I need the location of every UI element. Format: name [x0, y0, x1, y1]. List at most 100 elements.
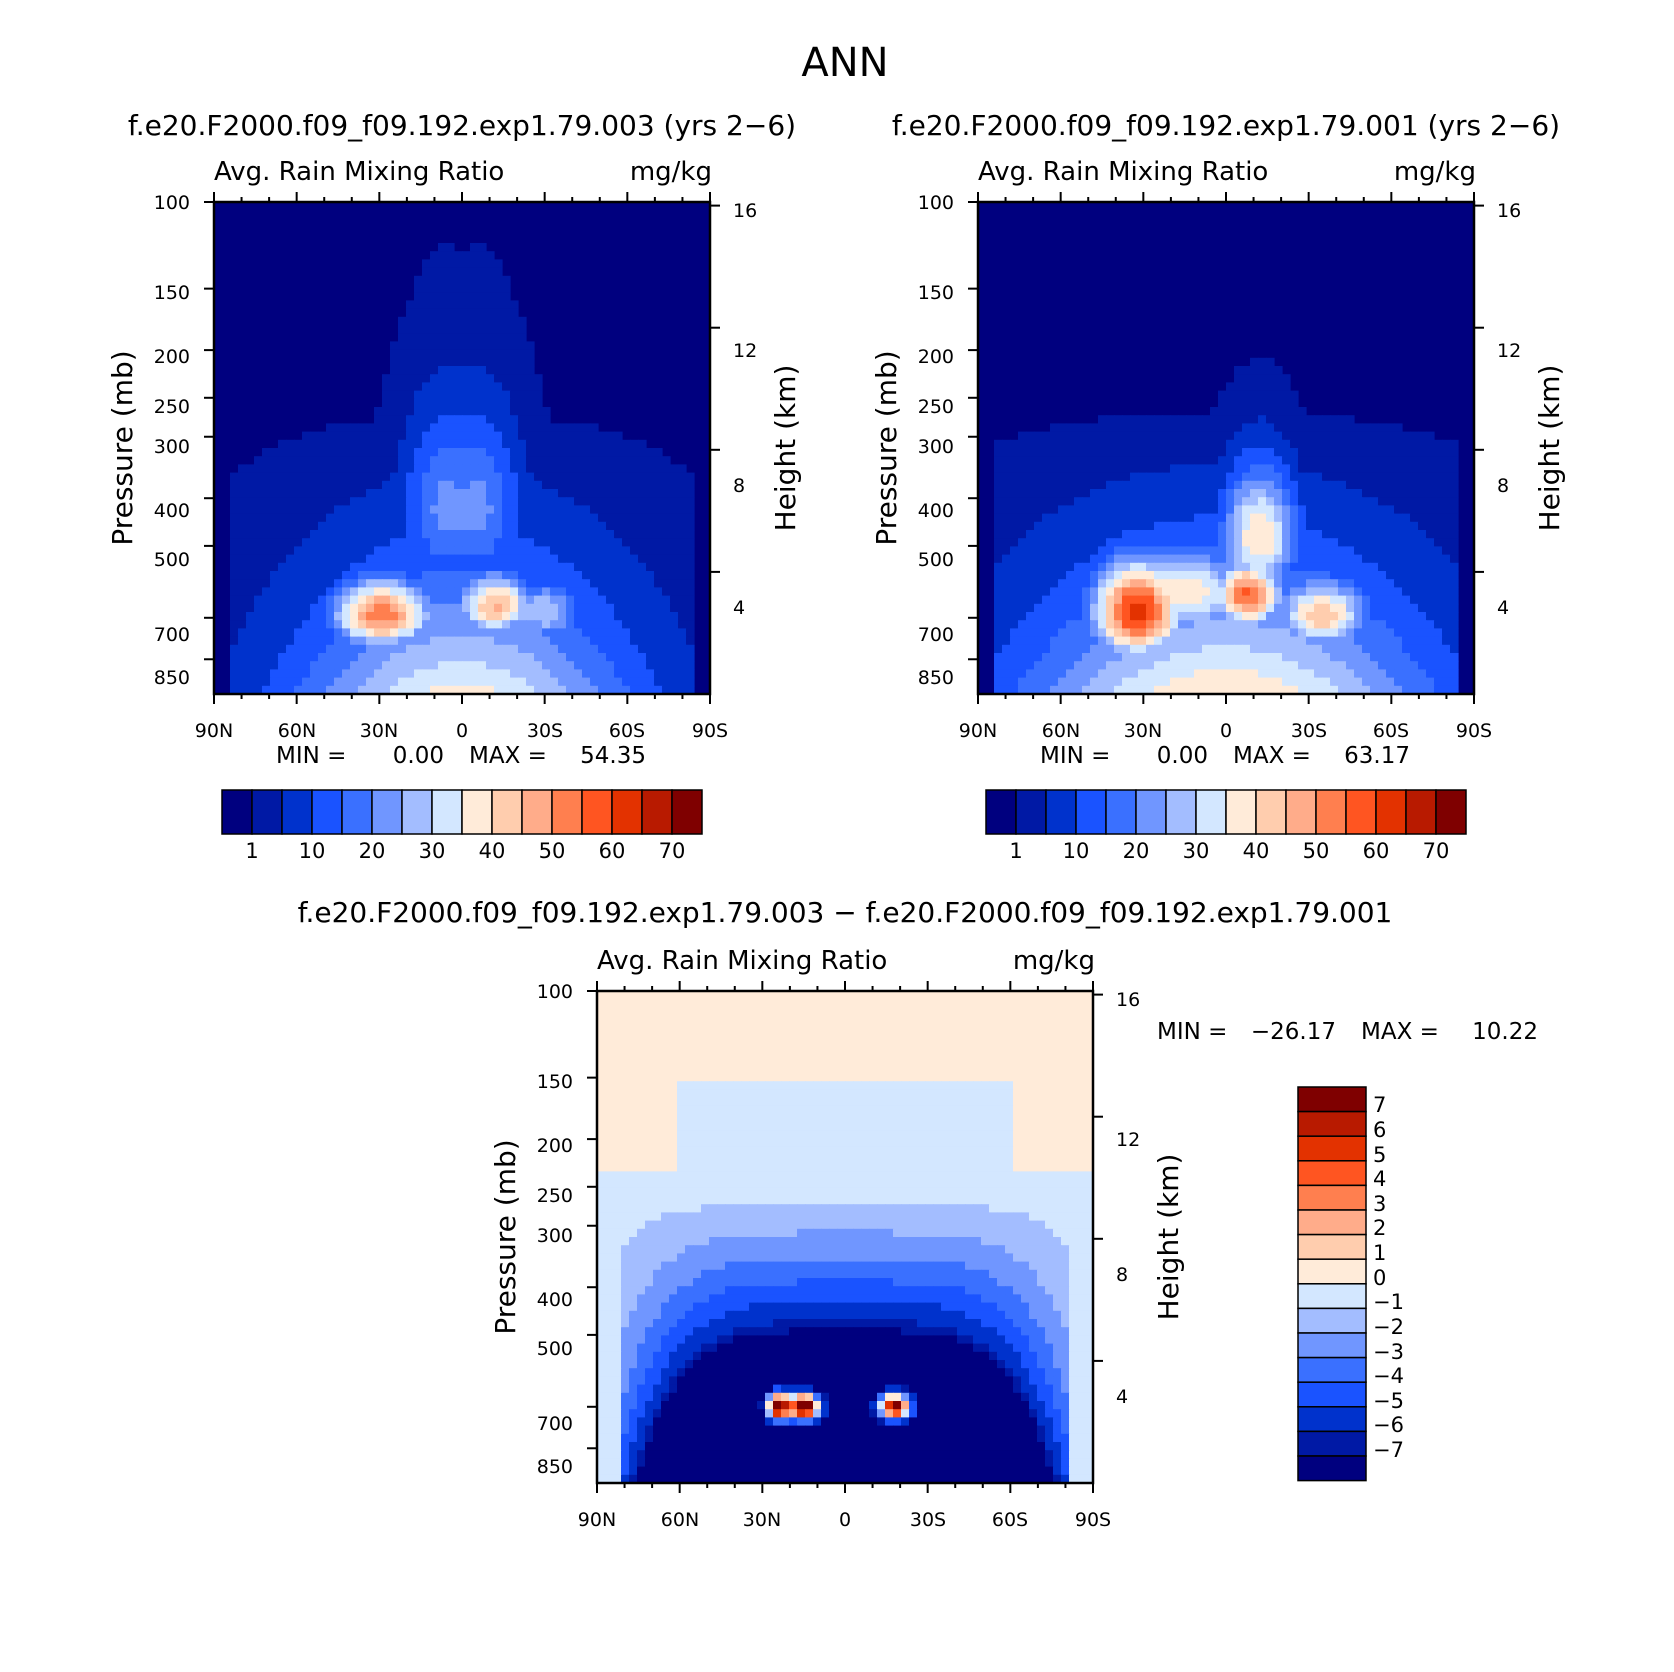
panel-2-contour-cell: [1218, 398, 1227, 408]
panel-1-contour-cell: [662, 497, 671, 506]
panel-1-contour-cell: [686, 587, 695, 597]
panel-2-contour-cell: [1210, 489, 1219, 498]
panel-2-contour-cell: [1418, 603, 1427, 613]
panel-2-contour-cell: [1130, 415, 1139, 424]
panel-2-contour-cell: [1202, 448, 1211, 457]
panel-2-contour-cell: [1066, 661, 1075, 670]
panel-1-contour-cell: [534, 382, 543, 392]
panel-1-contour-cell: [286, 562, 295, 572]
panel-2-contour-cell: [1234, 472, 1243, 482]
panel-2-contour-cell: [1442, 595, 1451, 605]
panel-2-contour-cell: [1226, 439, 1235, 449]
panel-2-contour-cell: [1346, 562, 1355, 572]
panel-2-contour-cell: [994, 456, 1003, 465]
panel-1-contour-cell: [526, 390, 535, 400]
panel-1-contour-cell: [302, 505, 311, 515]
panel-1-contour-cell: [406, 431, 415, 441]
panel-2-contour-cell: [1242, 628, 1251, 638]
panel-2-contour-cell: [1298, 521, 1307, 531]
panel-1-contour-cell: [622, 620, 631, 629]
panel-1-contour-cell: [534, 489, 543, 498]
difference-contour-cell: [869, 1056, 878, 1066]
panel-1-contour-cell: [342, 456, 351, 465]
panel-2-contour-cell: [1018, 497, 1027, 506]
panel-2-contour-cell: [1330, 423, 1339, 433]
difference-contour-cell: [941, 999, 950, 1008]
panel-2-contour-cell: [1002, 538, 1011, 547]
panel-1-contour-cell: [638, 595, 647, 605]
panel-2-contour-cell: [1410, 530, 1419, 539]
panel-1-contour-cell: [350, 505, 359, 515]
panel-2-contour-cell: [1394, 620, 1403, 629]
panel-1-contour-cell: [542, 505, 551, 515]
panel-2-contour-cell: [1218, 587, 1227, 597]
difference-contour-cell: [717, 1040, 726, 1049]
panel-2-contour-cell: [1322, 612, 1331, 621]
panel-2-contour-cell: [1338, 595, 1347, 605]
panel-1-contour-cell: [558, 644, 567, 654]
panel-2-contour-cell: [1018, 431, 1027, 441]
panel-1-contour-cell: [462, 267, 471, 277]
panel-1-contour-cell: [382, 677, 391, 687]
panel-2-contour-cell: [1114, 562, 1123, 572]
panel-1-contour-cell: [614, 546, 623, 556]
panel-2-contour-cell: [1402, 587, 1411, 597]
panel-2-contour-cell: [1042, 480, 1051, 490]
panel-2-colorbar-swatch: [1315, 789, 1347, 835]
panel-2-contour-cell: [1274, 464, 1283, 474]
difference-contour-cell: [901, 1015, 910, 1025]
panel-1-contour-cell: [318, 489, 327, 498]
panel-1-contour-cell: [630, 480, 639, 490]
panel-1-contour-cell: [502, 489, 511, 498]
panel-2-contour-cell: [1002, 448, 1011, 457]
panel-1-contour-cell: [502, 349, 511, 359]
panel-1-contour-cell: [422, 489, 431, 498]
panel-1-contour-cell: [654, 595, 663, 605]
panel-2-contour-cell: [1426, 538, 1435, 547]
panel-1-contour-cell: [614, 456, 623, 465]
panel-1-contour-cell: [494, 587, 503, 597]
panel-1-contour-cell: [470, 677, 479, 687]
panel-1-contour-cell: [390, 349, 399, 359]
panel-1-contour-cell: [390, 480, 399, 490]
panel-1-ytick-700: 700: [154, 624, 190, 646]
panel-1-contour-cell: [502, 669, 511, 679]
panel-1-contour-cell: [590, 497, 599, 506]
panel-1-contour-cell: [494, 571, 503, 580]
panel-2-contour-cell: [1450, 612, 1459, 621]
panel-1-contour-cell: [414, 325, 423, 334]
panel-2-contour-cell: [1290, 677, 1299, 687]
difference-contour-cell: [845, 991, 854, 1000]
panel-1-contour-cell: [654, 530, 663, 539]
panel-2-contour-cell: [1226, 628, 1235, 638]
panel-1-contour-cell: [334, 513, 343, 523]
panel-1-contour-cell: [678, 472, 687, 482]
panel-1-contour-cell: [230, 628, 239, 638]
panel-2-contour-cell: [1378, 620, 1387, 629]
panel-2-contour-cell: [1266, 603, 1275, 613]
difference-contour-cell: [661, 1007, 670, 1017]
panel-1-contour-cell: [382, 374, 391, 383]
difference-contour-cell: [813, 1056, 822, 1066]
difference-contour-cell: [749, 999, 758, 1008]
difference-contour-cell: [669, 1007, 678, 1017]
panel-2-contour-cell: [1122, 677, 1131, 687]
panel-2-contour-cell: [1274, 480, 1283, 490]
panel-1-contour-cell: [454, 571, 463, 580]
panel-2-contour-cell: [1258, 603, 1267, 613]
panel-1-contour-cell: [494, 259, 503, 269]
panel-2-contour-cell: [1162, 587, 1171, 597]
difference-contour-cell: [893, 1032, 902, 1041]
panel-2-contour-cell: [1410, 628, 1419, 638]
panel-2-contour-cell: [1298, 456, 1307, 465]
panel-2-contour-cell: [1226, 603, 1235, 613]
panel-2-contour-cell: [1106, 595, 1115, 605]
difference-contour-cell: [845, 1032, 854, 1041]
panel-2-contour-cell: [1314, 530, 1323, 539]
difference-contour-cell: [805, 991, 814, 1000]
panel-2-contour-cell: [1146, 546, 1155, 556]
panel-2-contour-cell: [1266, 571, 1275, 580]
panel-1-contour-cell: [518, 554, 527, 564]
difference-contour-cell: [949, 1032, 958, 1041]
panel-1-contour-cell: [438, 653, 447, 662]
